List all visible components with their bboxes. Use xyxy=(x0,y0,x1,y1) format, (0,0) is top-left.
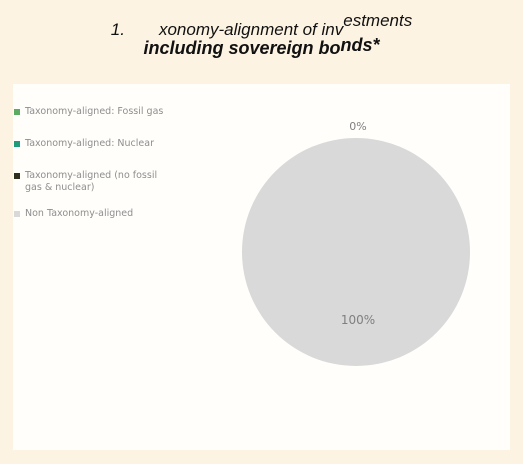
legend-swatch-no-fossil-nuclear xyxy=(14,173,20,179)
legend-label-fossil-gas: Taxonomy-aligned: Fossil gas xyxy=(25,106,164,117)
pie-slice-non-aligned xyxy=(242,138,470,366)
chart-title-line-1: 1. xonomy-alignment of investments xyxy=(0,11,523,40)
chart-title-text-1: xonomy-alignment of inv xyxy=(158,20,344,39)
legend-label-non-aligned: Non Taxonomy-aligned xyxy=(25,208,134,219)
legend-label-no-fossil-nuclear: Taxonomy-aligned (no fossil gas & nuclea… xyxy=(25,170,158,193)
chart-title-text-2-tail: nds* xyxy=(340,35,380,55)
pie-data-label-no-fossil-nuclear: 0% xyxy=(349,120,366,133)
legend-item-non-aligned: Non Taxonomy-aligned xyxy=(14,208,133,220)
legend-item-no-fossil-nuclear: Taxonomy-aligned (no fossil gas & nuclea… xyxy=(14,170,165,194)
legend-item-nuclear: Taxonomy-aligned: Nuclear xyxy=(14,138,154,150)
chart-title-superscript: estments xyxy=(343,11,413,30)
chart-title-text-2: including sovereign bo xyxy=(143,38,341,58)
legend-swatch-fossil-gas xyxy=(14,109,20,115)
pie-data-label-non-aligned: 100% xyxy=(341,313,375,327)
legend-label-nuclear: Taxonomy-aligned: Nuclear xyxy=(25,138,154,149)
legend-swatch-nuclear xyxy=(14,141,20,147)
chart-title-line-2: including sovereign bonds* xyxy=(0,35,523,59)
legend-swatch-non-aligned xyxy=(14,211,20,217)
chart-title-number: 1. xyxy=(110,20,125,39)
legend-item-fossil-gas: Taxonomy-aligned: Fossil gas xyxy=(14,106,163,118)
